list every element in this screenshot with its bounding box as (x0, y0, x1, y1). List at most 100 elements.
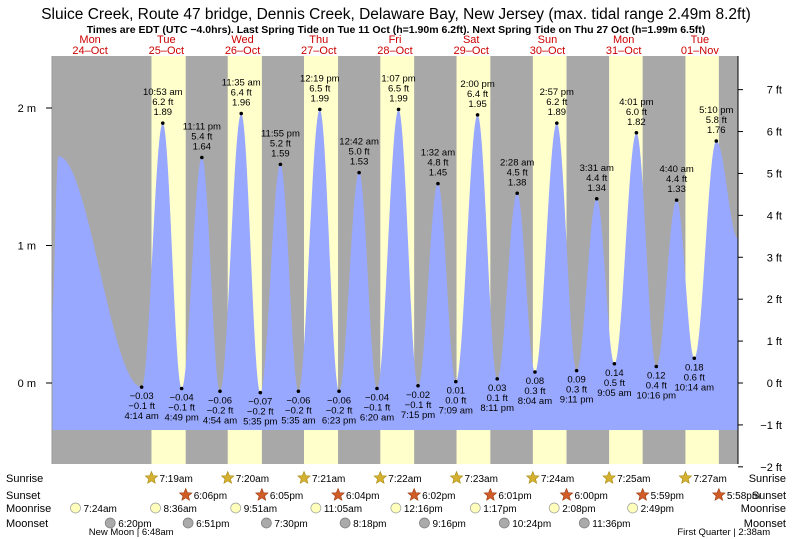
moonrise-icon (548, 502, 560, 514)
tide-ft: 5.0 ft (349, 147, 370, 158)
tide-ft: −0.1 ft (168, 403, 195, 414)
right-tick-label: 3 ft (767, 252, 782, 264)
tide-point (574, 368, 579, 373)
sunrise-icon (449, 470, 464, 484)
tide-ft: −0.2 ft (285, 405, 312, 416)
tide-time: 11:11 pm (183, 122, 221, 133)
sunset-time: 6:04pm (346, 491, 379, 502)
tide-point (239, 111, 244, 116)
tide-m: 1.64 (193, 142, 212, 153)
moonrise-time: 9:51am (244, 504, 277, 515)
sunrise-icon (602, 470, 617, 484)
day-date: 25–Oct (149, 45, 184, 57)
tide-time: 3:31 am (580, 163, 614, 174)
moonrise-time: 7:24am (84, 504, 117, 515)
sunset-icon (331, 487, 345, 501)
tide-time: 4:54 am (203, 415, 237, 426)
tide-ft: −0.2 ft (207, 405, 234, 416)
tide-ft: 0.1 ft (487, 393, 508, 404)
row-label-left: Moonset (6, 518, 48, 530)
sunset-icon (559, 487, 574, 501)
tide-ft: 5.2 ft (270, 138, 291, 149)
tide-point (396, 107, 401, 112)
tide-ft: 6.4 ft (231, 88, 252, 99)
row-label-right: Sunrise (749, 473, 786, 485)
tide-ft: −0.2 ft (247, 407, 274, 418)
tide-point (654, 364, 659, 369)
tide-time: 5:10 pm (699, 105, 733, 116)
tide-point (218, 389, 222, 394)
day-of-week: Tue (157, 34, 176, 46)
axes: 2 m 1 m 0 m 7 ft 6 ft 5 ft 4 ft 3 ft 2 ft 1 ft 0 f… (18, 56, 782, 474)
tide-point (594, 196, 599, 201)
tide-m: −0.02 (406, 390, 430, 401)
moonset-icon (182, 517, 194, 529)
day-of-week: Wed (231, 34, 253, 46)
tide-ft: 6.2 ft (152, 97, 173, 108)
tide-ft: 6.5 ft (309, 83, 330, 94)
tide-m: 1.45 (429, 168, 448, 179)
tide-ft: 5.4 ft (191, 132, 212, 143)
moonrise-icon (469, 502, 481, 514)
tide-point (634, 130, 639, 135)
sunrise-time: 7:21am (312, 474, 345, 485)
tide-time: 4:01 pm (619, 97, 653, 108)
tide-m: 0.03 (488, 383, 507, 394)
tide-time: 4:14 am (124, 411, 158, 422)
sunrise-time: 7:25am (617, 474, 650, 485)
tide-time: 7:09 am (439, 406, 473, 417)
moonrise-time: 1:17pm (483, 504, 516, 515)
tide-time: 9:05 am (597, 388, 631, 399)
moonset-time: 10:24pm (512, 519, 551, 530)
left-tick-label: 0 m (18, 378, 36, 390)
tide-m: 1.89 (548, 107, 567, 118)
moonset-time: 6:51pm (196, 519, 229, 530)
moonrise-icon (627, 502, 638, 514)
sunrise-icon (220, 470, 235, 484)
moonset-time: 11:36pm (592, 519, 630, 530)
tide-m: 1.99 (311, 93, 330, 104)
tide-ft: 5.8 ft (706, 115, 727, 126)
moon-phase-label: New Moon | 6:48am (89, 527, 174, 538)
tide-point (357, 170, 361, 175)
day-of-week: Sun (538, 34, 558, 46)
tide-time: 2:57 pm (540, 87, 574, 98)
tide-ft: 0.6 ft (684, 372, 705, 383)
day-date: 28–Oct (377, 45, 412, 57)
sunrise-time: 7:27am (693, 474, 726, 485)
sunset-icon (635, 487, 650, 501)
tide-m: 0.09 (567, 375, 586, 386)
tide-m: 1.34 (587, 183, 606, 194)
tide-point (454, 379, 458, 384)
tide-point (375, 386, 379, 391)
sunset-time: 5:59pm (651, 491, 684, 502)
sunrise-time: 7:22am (388, 474, 421, 485)
tide-point (555, 121, 559, 125)
moon-phase-label: First Quarter | 2:38am (677, 527, 770, 538)
tide-m: −0.06 (208, 395, 232, 406)
sunrise-icon (144, 470, 159, 484)
right-tick-label: 4 ft (767, 210, 782, 222)
tide-point (692, 356, 697, 361)
row-label-right: Moonset (744, 518, 786, 530)
moonrise-time: 11:05am (324, 504, 362, 515)
tide-ft: −0.1 ft (128, 401, 155, 412)
sunset-time: 6:00pm (575, 491, 608, 502)
day-date: 29–Oct (453, 45, 488, 57)
tide-ft: 6.0 ft (626, 107, 647, 118)
tide-time: 4:49 pm (164, 413, 198, 424)
tide-time: 9:11 pm (560, 395, 594, 406)
tide-m: 1.96 (232, 98, 251, 109)
day-of-week: Thu (309, 34, 328, 46)
tide-m: −0.06 (327, 395, 351, 406)
tide-m: 1.89 (154, 107, 173, 118)
sunrise-icon (678, 470, 693, 484)
moonset-time: 7:30pm (274, 519, 307, 530)
tide-time: 5:35 pm (243, 417, 277, 428)
moonrise-icon (390, 502, 402, 514)
tide-curve (52, 109, 738, 430)
tide-ft: −0.2 ft (326, 405, 353, 416)
moonset-time: 9:16pm (432, 519, 465, 530)
